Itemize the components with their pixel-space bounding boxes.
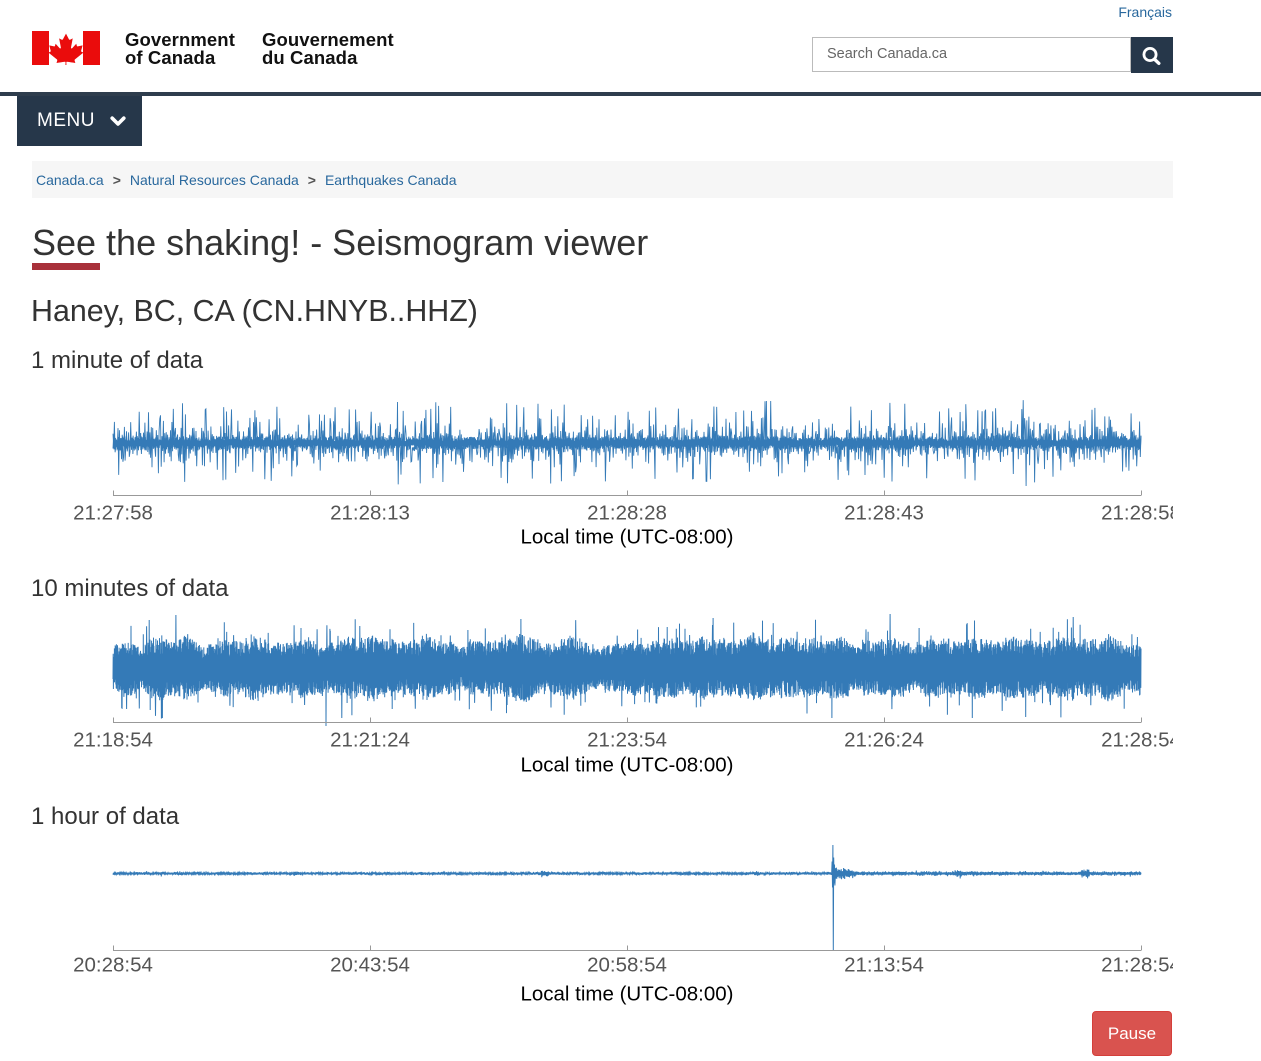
svg-text:Local time (UTC-08:00): Local time (UTC-08:00) xyxy=(520,754,733,777)
svg-text:21:13:54: 21:13:54 xyxy=(844,954,924,977)
svg-text:21:28:58: 21:28:58 xyxy=(1101,502,1173,525)
svg-text:21:28:28: 21:28:28 xyxy=(587,502,667,525)
svg-text:Local time (UTC-08:00): Local time (UTC-08:00) xyxy=(520,526,733,549)
svg-text:20:43:54: 20:43:54 xyxy=(330,954,410,977)
svg-text:20:58:54: 20:58:54 xyxy=(587,954,667,977)
svg-text:21:28:54: 21:28:54 xyxy=(1101,729,1173,752)
svg-text:21:27:58: 21:27:58 xyxy=(73,502,153,525)
svg-text:Local time (UTC-08:00): Local time (UTC-08:00) xyxy=(520,983,733,1006)
svg-text:21:26:24: 21:26:24 xyxy=(844,729,924,752)
svg-text:21:28:43: 21:28:43 xyxy=(844,502,924,525)
svg-text:21:28:13: 21:28:13 xyxy=(330,502,410,525)
svg-text:21:21:24: 21:21:24 xyxy=(330,729,410,752)
svg-text:20:28:54: 20:28:54 xyxy=(73,954,153,977)
svg-text:21:23:54: 21:23:54 xyxy=(587,729,667,752)
svg-text:21:18:54: 21:18:54 xyxy=(73,729,153,752)
svg-text:21:28:54: 21:28:54 xyxy=(1101,954,1173,977)
